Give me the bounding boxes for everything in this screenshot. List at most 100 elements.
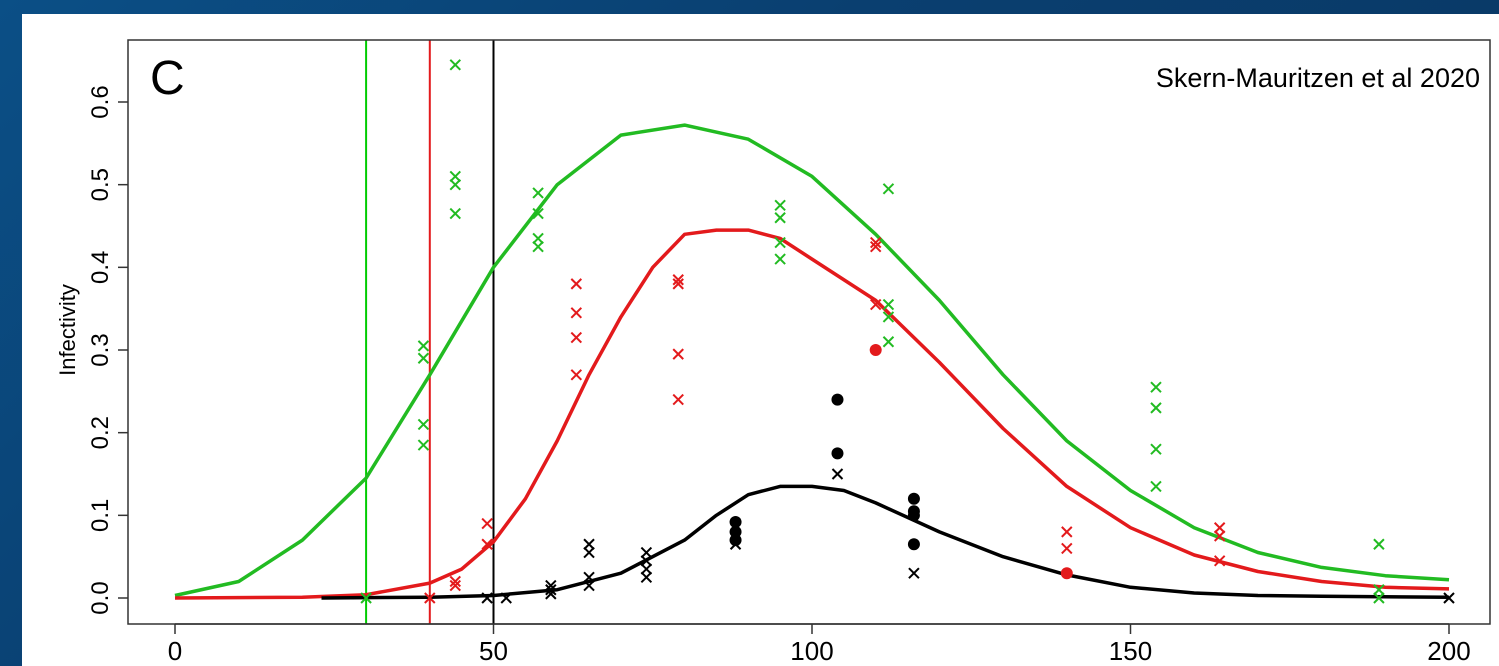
point-x-0-11 <box>532 232 544 245</box>
point-x-1-13 <box>869 236 882 249</box>
point-x-2-3 <box>545 584 557 596</box>
figure-panel <box>22 14 1499 666</box>
point-x-0-7 <box>449 178 461 191</box>
point-x-0-9 <box>532 187 544 199</box>
point-x-0-27 <box>1373 592 1385 604</box>
point-x-0-2 <box>417 439 430 451</box>
point-x-1-10 <box>672 278 684 290</box>
point-x-0-10 <box>532 207 544 220</box>
point-x-0-20 <box>882 336 895 348</box>
point-x-1-5 <box>570 278 583 290</box>
y-tick-label-3: 0.3 <box>87 333 114 366</box>
plot-frame <box>127 39 1491 625</box>
point-x-2-7 <box>583 571 595 584</box>
point-x-0-21 <box>1150 381 1162 393</box>
point-x-1-15 <box>869 298 882 311</box>
point-x-1-19 <box>1213 530 1226 542</box>
point-x-2-6 <box>583 546 595 559</box>
point-filled-2-5 <box>907 492 920 505</box>
point-x-0-13 <box>774 199 786 212</box>
point-x-1-3 <box>481 517 493 530</box>
citation-annotation: Skern-Mauritzen et al 2020 <box>1156 63 1480 93</box>
point-filled-2-1 <box>729 525 742 538</box>
point-x-0-15 <box>774 236 786 249</box>
point-x-1-6 <box>570 307 583 319</box>
point-x-0-14 <box>774 212 786 224</box>
y-tick-label-6: 0.6 <box>87 85 114 118</box>
point-x-2-5 <box>583 538 595 550</box>
y-axis: 0.0 0.1 0.2 0.3 0.4 0.5 0.6 <box>87 85 128 615</box>
point-x-1-0 <box>424 592 436 604</box>
point-x-2-18 <box>1443 592 1455 604</box>
x-tick-label-3: 150 <box>1109 636 1152 666</box>
point-x-0-6 <box>449 170 461 183</box>
point-x-1-12 <box>672 393 684 406</box>
point-x-2-9 <box>640 546 653 559</box>
point-x-2-8 <box>583 579 595 592</box>
point-x-2-2 <box>545 579 557 592</box>
point-x-2-12 <box>640 571 653 584</box>
x-axis: 0 50 100 150 200 <box>168 623 1471 666</box>
point-filled-2-7 <box>907 509 920 522</box>
y-tick-label-4: 0.4 <box>87 251 114 284</box>
point-filled-1-1 <box>1060 567 1073 580</box>
point-x-0-4 <box>417 352 430 364</box>
point-x-1-9 <box>672 274 684 286</box>
point-x-0-18 <box>882 298 895 311</box>
panel-label: C <box>150 52 185 105</box>
point-x-1-1 <box>449 575 461 588</box>
point-x-2-16 <box>831 468 844 480</box>
point-x-1-20 <box>1213 555 1226 567</box>
y-tick-label-0: 0.0 <box>87 581 114 614</box>
point-filled-2-0 <box>729 515 742 528</box>
point-x-1-16 <box>1061 526 1073 538</box>
point-filled-2-8 <box>907 538 920 551</box>
point-x-0-8 <box>449 207 461 220</box>
point-x-0-26 <box>1373 584 1385 596</box>
point-x-0-1 <box>417 418 430 431</box>
x-tick-label-1: 50 <box>479 636 508 666</box>
point-x-0-25 <box>1373 538 1385 550</box>
point-x-1-2 <box>449 579 461 592</box>
point-x-0-5 <box>449 59 461 71</box>
point-x-0-24 <box>1150 480 1162 493</box>
point-x-0-23 <box>1150 443 1162 455</box>
point-x-0-16 <box>774 253 786 265</box>
point-x-0-0 <box>360 592 372 604</box>
curve-2 <box>321 484 1450 600</box>
point-x-2-1 <box>500 592 512 604</box>
point-filled-2-3 <box>831 393 844 406</box>
point-filled-2-4 <box>831 447 844 460</box>
y-axis-label: Infectivity <box>55 284 80 376</box>
point-x-2-10 <box>640 555 653 567</box>
point-x-1-8 <box>570 369 583 381</box>
curve-1 <box>174 228 1450 600</box>
point-x-1-18 <box>1213 522 1226 534</box>
y-tick-label-2: 0.2 <box>87 416 114 449</box>
x-tick-label-4: 200 <box>1427 636 1470 666</box>
fitted-curves <box>174 123 1450 600</box>
point-x-0-3 <box>417 340 430 352</box>
vertical-lines <box>365 40 495 624</box>
point-x-0-22 <box>1150 402 1162 414</box>
y-tick-label-1: 0.1 <box>87 499 114 532</box>
curve-0 <box>174 123 1450 598</box>
point-x-0-19 <box>882 311 895 323</box>
point-x-2-11 <box>640 563 653 575</box>
point-x-2-4 <box>545 588 557 600</box>
point-x-1-4 <box>481 538 493 550</box>
x-tick-label-0: 0 <box>168 636 182 666</box>
data-points <box>360 59 1455 604</box>
x-tick-label-2: 100 <box>790 636 833 666</box>
point-x-0-12 <box>532 240 544 253</box>
point-x-1-17 <box>1061 542 1073 555</box>
point-x-2-0 <box>481 592 493 604</box>
point-x-2-17 <box>908 567 920 579</box>
point-filled-2-2 <box>729 534 742 547</box>
point-filled-1-0 <box>869 344 882 356</box>
point-x-0-17 <box>882 183 895 195</box>
point-x-1-11 <box>672 348 684 360</box>
y-tick-label-5: 0.5 <box>87 168 114 201</box>
